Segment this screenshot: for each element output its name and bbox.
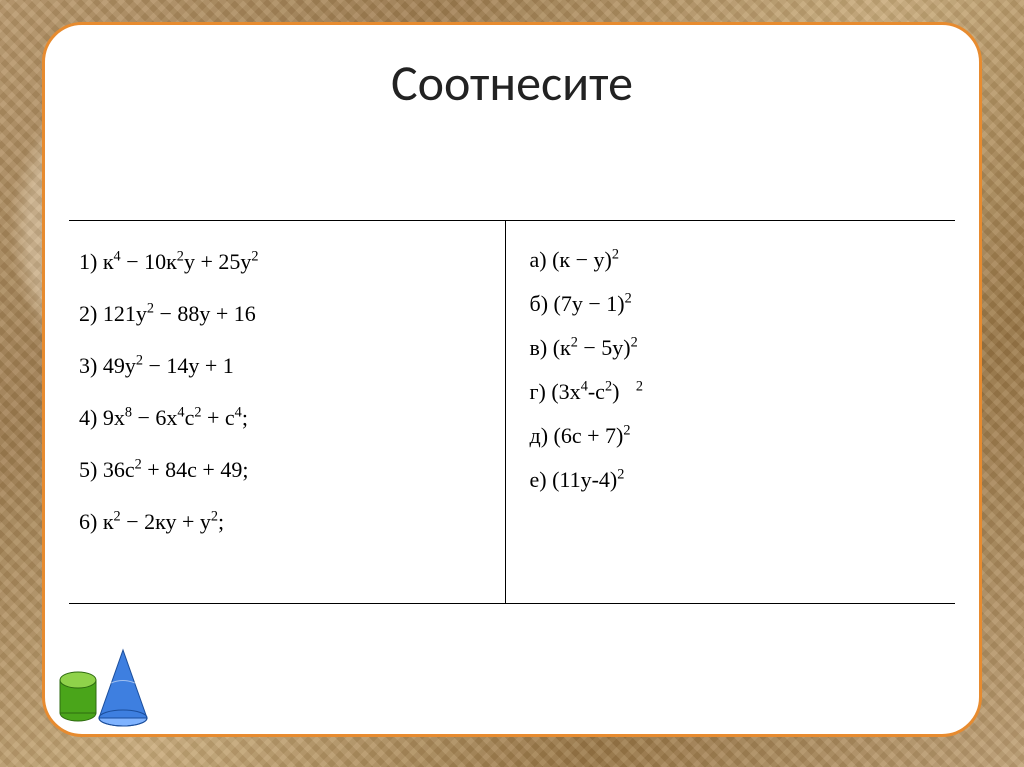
cone-icon bbox=[99, 650, 147, 726]
slide-background: Соотнесите 1) к4 − 10к2у + 25у2 2) 121у2… bbox=[0, 0, 1024, 767]
left-expr-1: к4 − 10к2у + 25у2 bbox=[103, 249, 259, 274]
right-label-b: б) bbox=[530, 291, 549, 316]
right-item-b: б) (7у − 1)2 bbox=[530, 293, 946, 315]
right-expr-b: (7у − 1)2 bbox=[554, 291, 632, 316]
right-label-a: а) bbox=[530, 247, 547, 272]
left-label-4: 4) bbox=[79, 405, 97, 430]
right-item-e: е) (11у-4)2 bbox=[530, 469, 946, 491]
left-item-2: 2) 121у2 − 88у + 16 bbox=[79, 303, 495, 325]
right-expr-g: (3х4-с2) 2 bbox=[551, 379, 643, 404]
left-expr-3: 49у2 − 14у + 1 bbox=[103, 353, 234, 378]
left-label-6: 6) bbox=[79, 509, 97, 534]
right-expr-e: (11у-4)2 bbox=[552, 467, 624, 492]
right-item-g: г) (3х4-с2) 2 bbox=[530, 381, 946, 403]
left-label-3: 3) bbox=[79, 353, 97, 378]
cylinder-icon bbox=[60, 672, 96, 721]
right-expr-v: (к2 − 5у)2 bbox=[553, 335, 638, 360]
left-label-1: 1) bbox=[79, 249, 97, 274]
right-label-g: г) bbox=[530, 379, 546, 404]
left-item-5: 5) 36с2 + 84с + 49; bbox=[79, 459, 495, 481]
right-label-v: в) bbox=[530, 335, 548, 360]
left-item-4: 4) 9х8 − 6х4с2 + с4; bbox=[79, 407, 495, 429]
right-label-e: е) bbox=[530, 467, 547, 492]
right-expr-d: (6с + 7)2 bbox=[554, 423, 631, 448]
left-label-5: 5) bbox=[79, 457, 97, 482]
page-title: Соотнесите bbox=[45, 53, 979, 114]
right-item-a: а) (к − у)2 bbox=[530, 249, 946, 271]
left-expr-2: 121у2 − 88у + 16 bbox=[103, 301, 256, 326]
left-label-2: 2) bbox=[79, 301, 97, 326]
left-column: 1) к4 − 10к2у + 25у2 2) 121у2 − 88у + 16… bbox=[69, 221, 506, 603]
decor-shapes-icon bbox=[53, 638, 173, 728]
left-item-6: 6) к2 − 2ку + у2; bbox=[79, 511, 495, 533]
right-expr-a: (к − у)2 bbox=[552, 247, 619, 272]
left-item-1: 1) к4 − 10к2у + 25у2 bbox=[79, 251, 495, 273]
right-item-v: в) (к2 − 5у)2 bbox=[530, 337, 946, 359]
content-card: Соотнесите 1) к4 − 10к2у + 25у2 2) 121у2… bbox=[42, 22, 982, 737]
right-column: а) (к − у)2 б) (7у − 1)2 в) (к2 − 5у)2 г… bbox=[506, 221, 956, 603]
left-expr-6: к2 − 2ку + у2; bbox=[103, 509, 224, 534]
right-label-d: д) bbox=[530, 423, 549, 448]
right-item-d: д) (6с + 7)2 bbox=[530, 425, 946, 447]
left-expr-5: 36с2 + 84с + 49; bbox=[103, 457, 249, 482]
left-expr-4: 9х8 − 6х4с2 + с4; bbox=[103, 405, 248, 430]
match-table: 1) к4 − 10к2у + 25у2 2) 121у2 − 88у + 16… bbox=[69, 220, 955, 604]
left-item-3: 3) 49у2 − 14у + 1 bbox=[79, 355, 495, 377]
